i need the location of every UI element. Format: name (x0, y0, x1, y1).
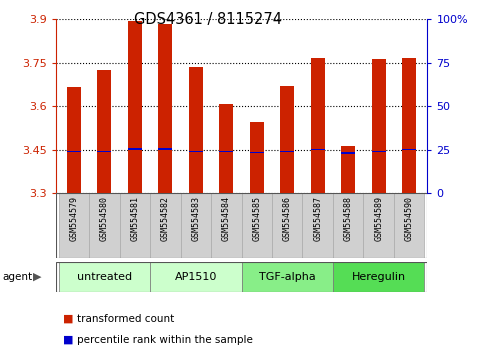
Text: GSM554583: GSM554583 (191, 196, 200, 241)
Text: ▶: ▶ (33, 272, 42, 282)
Text: GDS4361 / 8115274: GDS4361 / 8115274 (134, 12, 282, 27)
Bar (58, 262, 150, 292)
Text: GSM554586: GSM554586 (283, 196, 292, 241)
Bar (158, 148, 172, 150)
Text: GSM554589: GSM554589 (374, 196, 383, 241)
Text: percentile rank within the sample: percentile rank within the sample (77, 335, 253, 345)
Text: GSM554579: GSM554579 (70, 196, 78, 241)
Text: GSM554590: GSM554590 (405, 196, 413, 241)
Bar (98, 151, 111, 153)
Text: transformed count: transformed count (77, 314, 174, 324)
Bar (311, 58, 325, 193)
Bar (402, 149, 416, 150)
Bar (120, 193, 150, 258)
Text: TGF-alpha: TGF-alpha (259, 272, 315, 282)
Bar (372, 151, 385, 153)
Text: untreated: untreated (77, 272, 132, 282)
Bar (58, 193, 89, 258)
Bar (89, 193, 120, 258)
Bar (250, 152, 264, 153)
Bar (219, 104, 233, 193)
Bar (372, 59, 385, 193)
Bar (211, 193, 242, 258)
Bar (150, 193, 181, 258)
Bar (302, 193, 333, 258)
Bar (250, 122, 264, 193)
Text: GSM554588: GSM554588 (344, 196, 353, 241)
Bar (150, 262, 242, 292)
Text: AP1510: AP1510 (174, 272, 217, 282)
Text: GSM554584: GSM554584 (222, 196, 231, 241)
Text: GSM554580: GSM554580 (100, 196, 109, 241)
Bar (242, 262, 333, 292)
Text: GSM554582: GSM554582 (161, 196, 170, 241)
Text: Heregulin: Heregulin (352, 272, 406, 282)
Text: GSM554585: GSM554585 (252, 196, 261, 241)
Bar (272, 193, 302, 258)
Bar (67, 151, 81, 153)
Text: GSM554581: GSM554581 (130, 196, 139, 241)
Bar (311, 149, 325, 150)
Bar (363, 193, 394, 258)
Bar (128, 148, 142, 150)
Bar (341, 146, 355, 193)
Bar (67, 87, 81, 193)
Bar (181, 193, 211, 258)
Bar (280, 86, 294, 193)
Bar (242, 193, 272, 258)
Text: ■: ■ (63, 314, 73, 324)
Bar (341, 152, 355, 154)
Bar (128, 22, 142, 193)
Text: ■: ■ (63, 335, 73, 345)
Bar (189, 151, 203, 153)
Bar (98, 70, 111, 193)
Bar (333, 193, 363, 258)
Bar (219, 151, 233, 153)
Text: agent: agent (2, 272, 32, 282)
Bar (158, 24, 172, 193)
Text: GSM554587: GSM554587 (313, 196, 322, 241)
Bar (402, 58, 416, 193)
Bar (333, 262, 425, 292)
Bar (280, 151, 294, 153)
Bar (189, 67, 203, 193)
Bar (394, 193, 425, 258)
